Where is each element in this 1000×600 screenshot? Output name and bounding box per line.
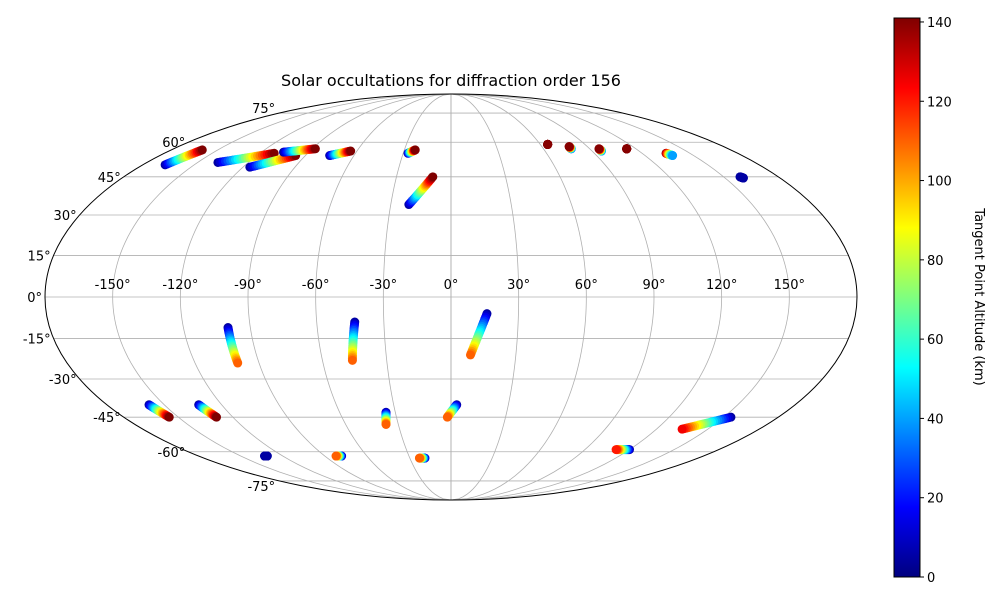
occultation-point	[414, 453, 424, 463]
occultation-point	[428, 172, 438, 182]
occultation-point	[381, 419, 391, 429]
longitude-tick-label: -90°	[234, 278, 262, 293]
latitude-tick-label: -60°	[158, 446, 186, 461]
longitude-tick-label: 30°	[507, 278, 530, 293]
occultation-point	[410, 145, 420, 155]
latitude-tick-label: 75°	[252, 102, 275, 117]
meridian-gridline	[450, 94, 587, 500]
longitude-tick-label: 120°	[706, 278, 737, 293]
meridian-gridline	[179, 94, 452, 500]
map-grid	[45, 94, 857, 500]
longitude-tick-label: -120°	[162, 278, 198, 293]
occultation-point	[233, 358, 243, 368]
colorbar: 0 20 40 60 80 100 120 140 Tangent Point Altitud…	[893, 16, 986, 586]
colorbar-label: Tangent Point Altitude (km)	[971, 207, 986, 385]
occultation-point	[269, 148, 279, 158]
colorbar-tick-label: 40	[927, 412, 944, 427]
longitude-tick-label: -60°	[302, 278, 330, 293]
occultation-point	[677, 424, 687, 434]
latitude-tick-label: -75°	[247, 480, 275, 495]
map-boundary	[44, 93, 858, 501]
occultation-point	[738, 173, 748, 183]
occultation-point	[212, 412, 222, 422]
colorbar-tick-label: 60	[927, 333, 944, 348]
occultation-point	[543, 139, 553, 149]
occultation-point	[594, 144, 604, 154]
occultation-point	[622, 144, 632, 154]
colorbar-tick-label: 80	[927, 254, 944, 269]
colorbar-ticks: 0 20 40 60 80 100 120 140	[920, 16, 952, 586]
latitude-tick-label: -30°	[49, 373, 77, 388]
meridian-gridline	[450, 94, 520, 500]
occultation-point	[442, 412, 452, 422]
latitude-tick-label: 0°	[27, 291, 42, 306]
occultation-point	[465, 350, 475, 360]
chart-title: Solar occultations for diffraction order…	[281, 71, 621, 90]
occultation-point	[260, 451, 270, 461]
colorbar-tick-label: 120	[927, 95, 952, 110]
occultation-point	[346, 146, 356, 156]
longitude-tick-label: 60°	[575, 278, 598, 293]
occultation-point	[668, 151, 678, 161]
longitude-tick-label: -30°	[369, 278, 397, 293]
latitude-tick-label: 30°	[54, 209, 77, 224]
meridian-gridline	[247, 94, 452, 500]
latitude-tick-label: -15°	[23, 333, 51, 348]
colorbar-tick-label: 0	[927, 571, 935, 586]
colorbar-tick-label: 140	[927, 16, 952, 31]
occultation-point	[310, 144, 320, 154]
map-tick-labels: -150° -120° -90° -60° -30° 0° 30° 60° 90° 120° 150…	[23, 102, 805, 495]
occultation-point	[611, 445, 621, 455]
meridian-gridline	[315, 94, 452, 500]
meridian-gridline	[450, 94, 655, 500]
latitude-tick-label: 15°	[28, 249, 51, 264]
meridian-gridline	[112, 94, 452, 500]
colorbar-tick-label: 100	[927, 175, 952, 190]
longitude-tick-label: 90°	[642, 278, 665, 293]
latitude-tick-label: -45°	[93, 411, 121, 426]
occultation-point	[564, 142, 574, 152]
colorbar-bar	[893, 17, 921, 578]
longitude-tick-label: 150°	[774, 278, 805, 293]
colorbar-tick-label: 20	[927, 492, 944, 507]
occultation-point	[347, 355, 357, 365]
occultation-point	[197, 145, 207, 155]
longitude-tick-label: -150°	[95, 278, 131, 293]
occultation-points	[144, 139, 748, 463]
occultation-point	[331, 451, 341, 461]
latitude-tick-label: 60°	[162, 136, 185, 151]
meridian-gridline	[382, 94, 452, 500]
latitude-tick-label: 45°	[98, 171, 121, 186]
occultation-point	[164, 412, 174, 422]
longitude-tick-label: 0°	[444, 278, 459, 293]
meridian-gridline	[450, 94, 790, 500]
